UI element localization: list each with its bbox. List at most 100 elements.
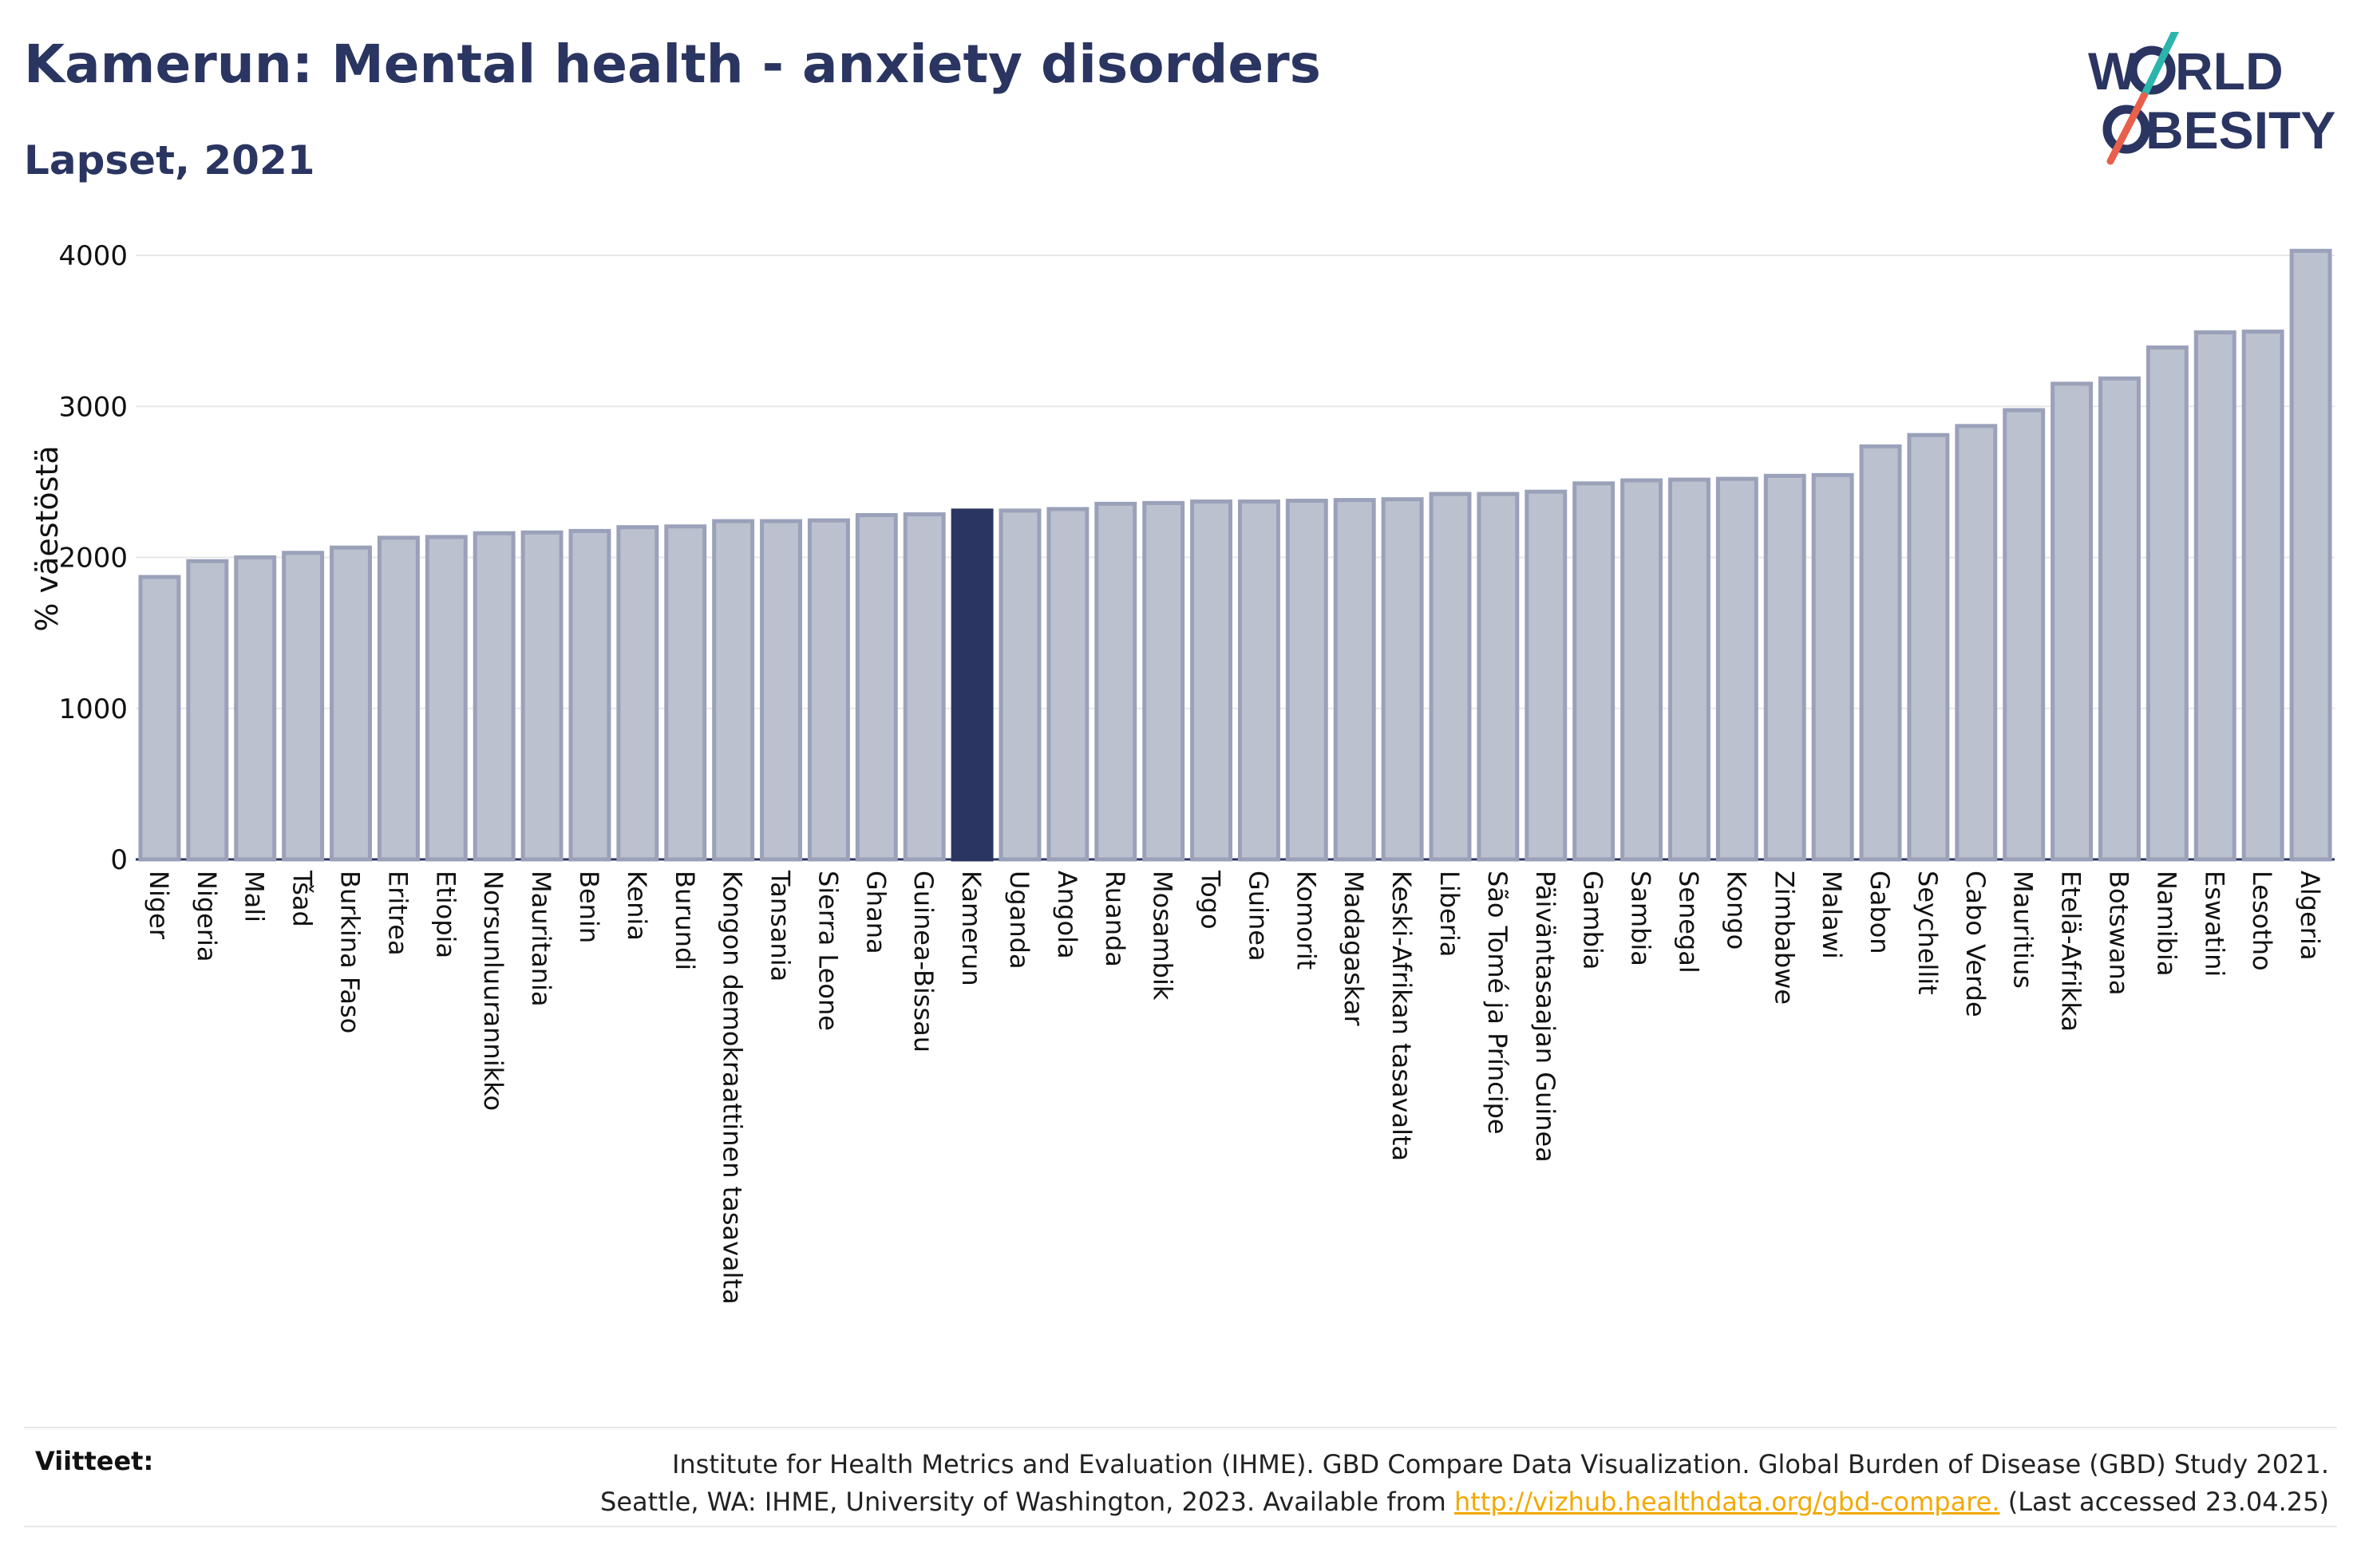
- x-tick-label: Guinea: [1243, 871, 1273, 962]
- bar: [999, 508, 1042, 862]
- bar: [2289, 248, 2332, 862]
- x-tick-label: Mali: [239, 871, 270, 922]
- bar: [2051, 381, 2094, 862]
- y-tick-label: 1000: [58, 693, 128, 725]
- bar: [1955, 424, 1998, 862]
- bar: [1763, 473, 1806, 862]
- world-obesity-logo: W RLD BESITY: [2088, 32, 2335, 165]
- bar: [2145, 345, 2189, 862]
- x-tick-label: Ruanda: [1100, 871, 1130, 967]
- x-tick-labels: Niger Nigeria Mali Tšad Burkina Faso Eritrea E…: [144, 870, 2325, 1305]
- svg-text:BESITY: BESITY: [2145, 101, 2335, 160]
- x-tick-label: Norsunluurannikko: [478, 871, 508, 1111]
- x-tick-label: Kamerun: [956, 871, 987, 986]
- bar: [330, 545, 372, 862]
- x-tick-label: Kongo: [1721, 871, 1751, 950]
- bar: [1811, 472, 1854, 862]
- y-tick-label: 3000: [58, 391, 128, 423]
- chart-title: Kamerun: Mental health - anxiety disorde…: [24, 34, 1321, 95]
- x-tick-label: Eswatini: [2199, 871, 2229, 977]
- x-tick-label: Etiopia: [430, 871, 461, 958]
- bar: [616, 525, 659, 862]
- x-tick-label: Kongon demokraattinen tasavalta: [718, 871, 748, 1305]
- bar-chart: 0 1000 2000 3000 4000 Niger Nigeria Mali Tšad Bu…: [30, 240, 2335, 1305]
- x-tick-label: Kenia: [622, 871, 652, 941]
- bar: [2241, 330, 2284, 862]
- bar: [1142, 500, 1185, 862]
- x-tick-label: Sambia: [1626, 871, 1656, 966]
- bar: [1907, 432, 1950, 862]
- x-tick-label: Zimbabwe: [1769, 871, 1799, 1005]
- x-tick-label: Sierra Leone: [813, 871, 843, 1031]
- bar: [1381, 497, 1424, 862]
- x-tick-label: Madagaskar: [1339, 871, 1369, 1026]
- x-tick-label: Päiväntasaajan Guinea: [1530, 871, 1560, 1163]
- bar: [520, 530, 564, 862]
- x-tick-label: Algeria: [2295, 871, 2325, 960]
- bar: [1285, 499, 1328, 862]
- x-tick-label: Lesotho: [2247, 871, 2277, 971]
- x-tick-label: Mauritius: [2008, 871, 2039, 989]
- bar: [425, 535, 468, 862]
- x-tick-label: Benin: [574, 871, 604, 943]
- bar: [1572, 481, 1616, 862]
- bar: [1668, 477, 1710, 862]
- x-tick-label: Tšad: [287, 870, 318, 927]
- bar: [377, 535, 420, 862]
- x-tick-label: Keski-Afrikan tasavalta: [1386, 871, 1417, 1161]
- y-tick-label: 2000: [58, 543, 128, 575]
- bar: [664, 524, 707, 862]
- footer-divider-bottom: [24, 1526, 2337, 1527]
- bar: [760, 519, 802, 862]
- x-tick-label: Uganda: [1004, 871, 1034, 970]
- references-label: Viitteet:: [35, 1446, 154, 1476]
- x-tick-label: Tansania: [765, 870, 796, 981]
- bar: [1094, 501, 1137, 862]
- bar: [2003, 408, 2046, 862]
- references-text: Institute for Health Metrics and Evaluat…: [413, 1446, 2329, 1521]
- x-tick-label: São Tomé ja Príncipe: [1482, 871, 1513, 1135]
- y-tick-label: 4000: [58, 240, 128, 272]
- x-tick-label: Mauritania: [526, 871, 556, 1006]
- bar: [855, 513, 898, 862]
- x-tick-label: Burundi: [670, 871, 700, 970]
- bar: [282, 551, 325, 862]
- x-tick-label: Gabon: [1865, 871, 1895, 954]
- x-tick-label: Angola: [1052, 871, 1082, 959]
- bar: [712, 519, 755, 862]
- x-tick-label: Cabo Verde: [1960, 871, 1991, 1017]
- x-tick-label: Komorit: [1291, 871, 1321, 970]
- chart-subtitle: Lapset, 2021: [24, 137, 315, 184]
- y-tick-label: 0: [110, 844, 128, 876]
- x-tick-label: Ghana: [860, 871, 891, 954]
- svg-text:RLD: RLD: [2175, 41, 2284, 101]
- x-tick-label: Senegal: [1673, 871, 1703, 974]
- bar: [138, 575, 181, 862]
- bar: [473, 531, 516, 862]
- bar-highlighted: [951, 508, 994, 862]
- footer-divider-top: [24, 1427, 2337, 1428]
- x-tick-label: Mosambik: [1148, 871, 1178, 1001]
- bar: [1429, 492, 1472, 862]
- x-tick-label: Liberia: [1434, 871, 1465, 957]
- x-tick-label: Burkina Faso: [335, 871, 366, 1033]
- bar: [234, 555, 277, 862]
- reference-line-2: Seattle, WA: IHME, University of Washing…: [413, 1483, 2329, 1521]
- x-tick-label: Guinea-Bissau: [908, 871, 939, 1053]
- bar: [1237, 499, 1280, 862]
- bar: [807, 518, 850, 862]
- bar: [1046, 507, 1090, 862]
- bars: [138, 248, 2332, 862]
- bar: [1715, 476, 1758, 862]
- x-tick-label: Nigeria: [192, 871, 222, 962]
- y-axis-label: % väestöstä: [30, 445, 65, 631]
- bar: [186, 559, 229, 862]
- reference-line-1: Institute for Health Metrics and Evaluat…: [671, 1449, 2329, 1479]
- reference-line-2-post: (Last accessed 23.04.25): [1999, 1487, 2329, 1517]
- bar: [2098, 376, 2141, 862]
- y-tick-labels: 0 1000 2000 3000 4000: [58, 240, 128, 876]
- bar: [903, 512, 946, 862]
- bar: [568, 528, 611, 862]
- reference-link[interactable]: http://vizhub.healthdata.org/gbd-compare…: [1453, 1487, 2000, 1517]
- reference-line-2-pre: Seattle, WA: IHME, University of Washing…: [600, 1487, 1454, 1517]
